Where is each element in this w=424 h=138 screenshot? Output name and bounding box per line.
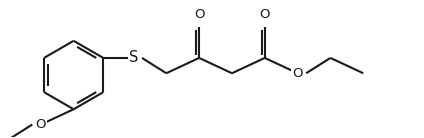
Text: O: O [293,67,303,80]
Text: O: O [194,8,204,21]
Text: O: O [36,118,46,131]
Text: S: S [129,50,138,65]
Text: O: O [259,8,270,21]
